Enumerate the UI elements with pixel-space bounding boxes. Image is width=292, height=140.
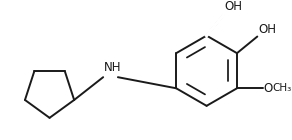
Text: CH₃: CH₃ [272,83,291,93]
Text: NH: NH [104,61,121,74]
Text: OH: OH [258,23,276,36]
Text: OH: OH [224,0,242,13]
Text: O: O [264,82,273,95]
